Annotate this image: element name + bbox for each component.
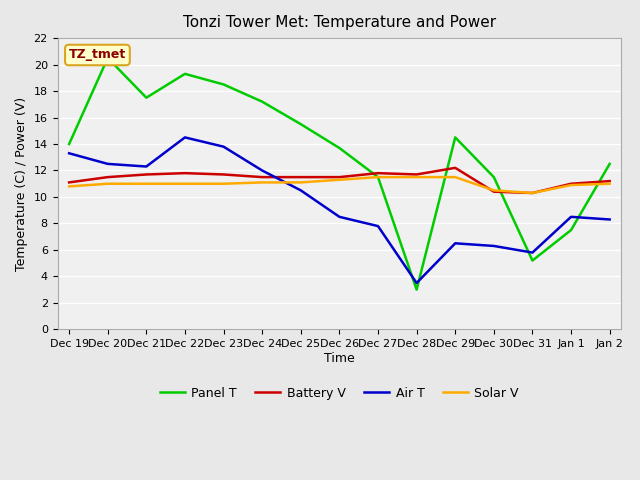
Title: Tonzi Tower Met: Temperature and Power: Tonzi Tower Met: Temperature and Power bbox=[183, 15, 496, 30]
Text: TZ_tmet: TZ_tmet bbox=[69, 48, 126, 61]
X-axis label: Time: Time bbox=[324, 352, 355, 365]
Legend: Panel T, Battery V, Air T, Solar V: Panel T, Battery V, Air T, Solar V bbox=[155, 382, 524, 405]
Y-axis label: Temperature (C) / Power (V): Temperature (C) / Power (V) bbox=[15, 96, 28, 271]
